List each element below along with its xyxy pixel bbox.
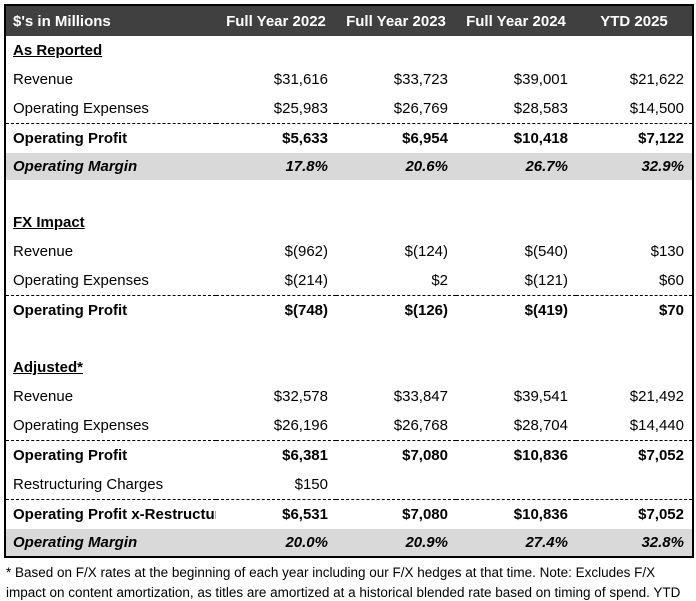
table-row-revenue: Revenue $32,578 $33,847 $39,541 $21,492 — [5, 382, 693, 411]
cell-value: $21,622 — [629, 71, 684, 88]
spacer-row — [5, 180, 693, 208]
cell-value: $39,541 — [513, 388, 568, 405]
row-label: Operating Profit — [5, 123, 216, 153]
table-row-operating-expenses: Operating Expenses $(214) $2 $(121) $60 — [5, 266, 693, 296]
table-row-operating-expenses: Operating Expenses $25,983 $26,769 $28,5… — [5, 94, 693, 124]
cell-value — [456, 470, 576, 500]
cell-value: $21,492 — [629, 388, 684, 405]
cell-value: $2 — [431, 272, 448, 289]
section-title: Adjusted* — [5, 353, 216, 382]
cell-value: $70 — [576, 295, 693, 325]
section-title-text: Adjusted* — [13, 359, 84, 376]
cell-value: $(748) — [216, 295, 336, 325]
cell-value — [576, 470, 693, 500]
row-label: Revenue — [13, 388, 74, 405]
row-label: Revenue — [13, 71, 74, 88]
row-label: Operating Profit — [5, 295, 216, 325]
section-row-adjusted: Adjusted* — [5, 353, 693, 382]
cell-value: $26,768 — [393, 417, 448, 434]
row-label: Operating Profit — [5, 440, 216, 470]
column-header-fy2024: Full Year 2024 — [456, 5, 576, 36]
cell-value: $14,500 — [629, 100, 684, 117]
table-row-revenue: Revenue $31,616 $33,723 $39,001 $21,622 — [5, 65, 693, 94]
cell-value: $28,704 — [513, 417, 568, 434]
cell-value: 32.9% — [576, 153, 693, 180]
cell-value: $28,583 — [513, 100, 568, 117]
cell-value: $7,080 — [336, 499, 456, 529]
cell-value: $10,418 — [456, 123, 576, 153]
cell-value: $33,723 — [393, 71, 448, 88]
cell-value: $7,052 — [576, 499, 693, 529]
column-header-fy2023: Full Year 2023 — [336, 5, 456, 36]
spacer-row — [5, 325, 693, 353]
table-row-operating-profit: Operating Profit $(748) $(126) $(419) $7… — [5, 295, 693, 325]
financial-results-table: $'s in Millions Full Year 2022 Full Year… — [4, 4, 694, 558]
cell-value: 20.0% — [216, 529, 336, 557]
cell-value: $14,440 — [629, 417, 684, 434]
cell-value: $32,578 — [273, 388, 328, 405]
cell-value: 17.8% — [216, 153, 336, 180]
table-row-operating-profit-x-restructuring: Operating Profit x-Restructuring $6,531 … — [5, 499, 693, 529]
row-label: Operating Margin — [5, 153, 216, 180]
row-label: Operating Expenses — [13, 417, 149, 434]
cell-value: $150 — [294, 476, 328, 493]
cell-value: $60 — [658, 272, 684, 289]
column-header-fy2022: Full Year 2022 — [216, 5, 336, 36]
cell-value: $5,633 — [216, 123, 336, 153]
table-row-operating-profit: Operating Profit $6,381 $7,080 $10,836 $… — [5, 440, 693, 470]
cell-value: $7,122 — [576, 123, 693, 153]
cell-value: $31,616 — [273, 71, 328, 88]
section-row-as-reported: As Reported — [5, 36, 693, 65]
table-row-operating-expenses: Operating Expenses $26,196 $26,768 $28,7… — [5, 411, 693, 441]
table-row-operating-profit: Operating Profit $5,633 $6,954 $10,418 $… — [5, 123, 693, 153]
cell-value: $(419) — [456, 295, 576, 325]
units-label: $'s in Millions — [5, 5, 216, 36]
cell-value: $10,836 — [456, 440, 576, 470]
table-row-operating-margin: Operating Margin 20.0% 20.9% 27.4% 32.8% — [5, 529, 693, 557]
section-row-fx-impact: FX Impact — [5, 208, 693, 237]
cell-value: $7,080 — [336, 440, 456, 470]
cell-value: $26,196 — [273, 417, 328, 434]
cell-value: $33,847 — [393, 388, 448, 405]
section-title: As Reported — [5, 36, 216, 65]
cell-value: $6,531 — [216, 499, 336, 529]
cell-value: $10,836 — [456, 499, 576, 529]
row-label: Operating Margin — [5, 529, 216, 557]
cell-value: $25,983 — [273, 100, 328, 117]
cell-value: $(121) — [524, 272, 568, 289]
cell-value: $(214) — [284, 272, 328, 289]
cell-value: $7,052 — [576, 440, 693, 470]
cell-value: 20.6% — [336, 153, 456, 180]
cell-value: $6,954 — [336, 123, 456, 153]
section-title-text: As Reported — [13, 42, 103, 59]
cell-value: $26,769 — [393, 100, 448, 117]
row-label: Operating Expenses — [13, 272, 149, 289]
cell-value: 32.8% — [576, 529, 693, 557]
cell-value: $130 — [650, 243, 684, 260]
cell-value: $(540) — [524, 243, 568, 260]
table-row-restructuring-charges: Restructuring Charges $150 — [5, 470, 693, 500]
table-row-revenue: Revenue $(962) $(124) $(540) $130 — [5, 237, 693, 266]
cell-value: $(962) — [284, 243, 328, 260]
cell-value: 26.7% — [456, 153, 576, 180]
cell-value: $6,381 — [216, 440, 336, 470]
column-header-ytd2025: YTD 2025 — [576, 5, 693, 36]
row-label: Revenue — [13, 243, 74, 260]
cell-value — [336, 470, 456, 500]
cell-value: $(124) — [404, 243, 448, 260]
table-row-operating-margin: Operating Margin 17.8% 20.6% 26.7% 32.9% — [5, 153, 693, 180]
cell-value: $(126) — [336, 295, 456, 325]
row-label: Restructuring Charges — [13, 476, 164, 493]
cell-value: 20.9% — [336, 529, 456, 557]
cell-value: 27.4% — [456, 529, 576, 557]
footnote: * Based on F/X rates at the beginning of… — [6, 565, 681, 601]
section-title: FX Impact — [5, 208, 216, 237]
section-title-text: FX Impact — [13, 214, 85, 231]
cell-value: $39,001 — [513, 71, 568, 88]
row-label: Operating Profit x-Restructuring — [5, 499, 216, 529]
row-label: Operating Expenses — [13, 100, 149, 117]
table-header-row: $'s in Millions Full Year 2022 Full Year… — [5, 5, 693, 36]
